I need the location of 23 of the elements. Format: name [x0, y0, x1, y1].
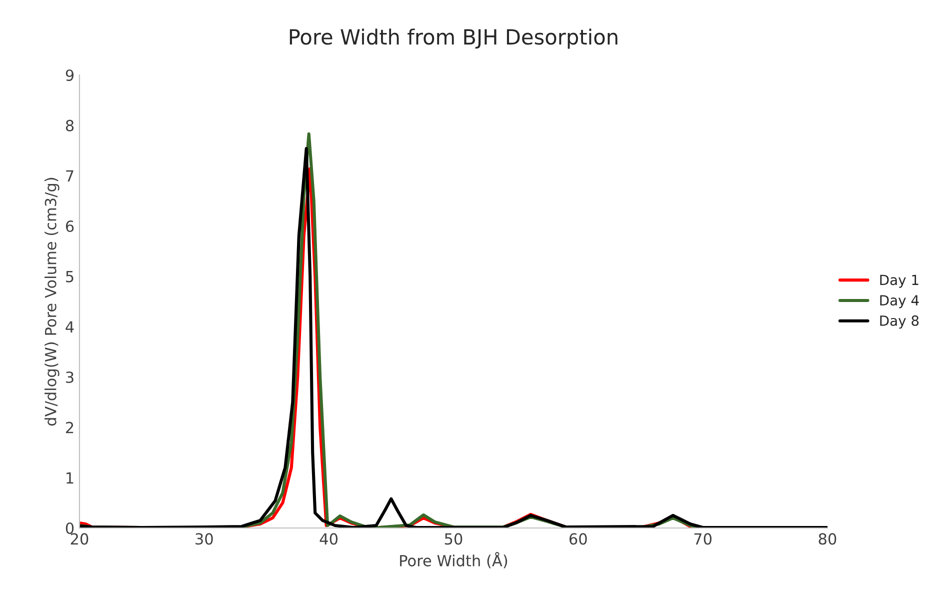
x-tick-label: 80 — [818, 533, 836, 545]
chart-title: Pore Width from BJH Desorption — [290, 28, 618, 49]
y-tick-label: 9 — [66, 69, 74, 82]
x-tick-label: 60 — [569, 533, 587, 545]
x-tick-label: 40 — [320, 533, 338, 545]
x-axis-title: Pore Width (Å) — [400, 552, 508, 568]
y-tick-label: 8 — [66, 120, 74, 132]
x-tick-label: 20 — [70, 533, 88, 545]
y-axis-title: dV/dlog(W) Pore Volume (cm3/g) — [44, 178, 60, 426]
y-tick-label: 2 — [66, 422, 74, 434]
x-tick-label: 50 — [444, 533, 462, 545]
y-tick-label: 3 — [66, 371, 74, 384]
y-tick-label: 0 — [66, 522, 74, 534]
legend-label: Day 4 — [880, 295, 919, 308]
y-tick-label: 6 — [66, 220, 74, 232]
y-tick-label: 1 — [66, 472, 74, 484]
y-tick-label: 7 — [66, 170, 74, 182]
x-tick-label: 70 — [694, 533, 712, 545]
y-tick-label: 5 — [66, 271, 74, 282]
x-tick-label: 30 — [196, 533, 213, 545]
y-tick-label: 4 — [66, 321, 74, 332]
legend-label: Day 1 — [880, 274, 918, 288]
legend-label: Day 8 — [880, 315, 919, 329]
